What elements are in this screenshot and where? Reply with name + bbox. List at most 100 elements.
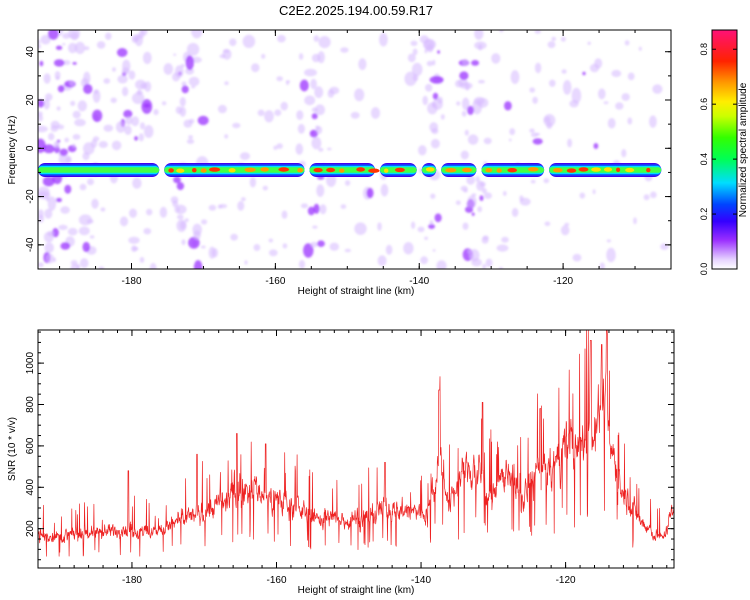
noise-blob: [606, 247, 616, 263]
noise-blob: [377, 255, 387, 267]
noise-blob: [432, 92, 439, 100]
noise-blob: [79, 258, 89, 269]
noise-blob: [262, 185, 268, 191]
noise-blob: [77, 100, 87, 112]
noise-blob: [471, 193, 477, 197]
noise-blob: [163, 63, 174, 75]
band-hotspot: [384, 168, 389, 173]
noise-blob: [125, 116, 133, 125]
noise-blob: [366, 187, 374, 199]
noise-blob: [173, 176, 181, 184]
noise-blob: [530, 132, 538, 138]
noise-blob: [115, 121, 126, 133]
noise-blob: [98, 266, 105, 269]
colorbar-ticks: 0.0 0.2 0.4 0.6 0.8: [699, 43, 737, 275]
noise-blob: [129, 208, 137, 218]
noise-blob: [474, 30, 484, 40]
noise-blob: [297, 123, 305, 134]
noise-blob: [285, 80, 291, 83]
noise-blob: [53, 141, 60, 149]
noise-blob: [425, 83, 433, 92]
snr-panel: -180 -160 -140 -120 200 400 600 800 1000 Height…: [7, 329, 675, 596]
noise-blob: [482, 263, 487, 269]
noise-blob: [462, 58, 469, 67]
band-segment: [38, 167, 160, 173]
figure-title: C2E2.2025.194.00.59.R17: [279, 3, 433, 18]
noise-blob: [59, 148, 68, 156]
noise-blob: [564, 222, 570, 227]
noise-blob: [304, 95, 316, 106]
noise-blob: [69, 80, 75, 87]
noise-blob: [411, 221, 416, 229]
x-tick-label: -120: [553, 276, 573, 287]
noise-blob: [242, 34, 256, 48]
noise-blob: [237, 201, 245, 211]
noise-blob: [143, 228, 152, 235]
noise-blob: [429, 122, 439, 133]
noise-blob: [440, 114, 445, 120]
noise-blob: [72, 134, 81, 140]
noise-blob: [509, 128, 516, 136]
noise-blob: [410, 40, 418, 46]
band-hotspot: [496, 168, 502, 173]
noise-blob: [98, 141, 108, 148]
noise-blob: [45, 197, 50, 202]
band-hotspot: [461, 167, 473, 173]
noise-blob: [55, 45, 63, 50]
noise-blob: [307, 206, 315, 216]
noise-blob: [593, 143, 599, 149]
noise-blob: [606, 239, 612, 243]
band-hotspot: [326, 167, 336, 173]
noise-blob: [429, 220, 434, 226]
noise-blob: [57, 85, 65, 93]
noise-blob: [281, 210, 288, 219]
noise-blob: [91, 198, 99, 209]
spectrogram-x-label: Height of straight line (km): [298, 286, 415, 297]
band-hotspot: [485, 168, 493, 173]
colorbar-tick-label: 0.8: [699, 43, 709, 56]
noise-blob: [268, 238, 274, 243]
noise-blob: [184, 218, 189, 223]
noise-blob: [45, 253, 55, 264]
noise-blob: [420, 256, 428, 265]
noise-blob: [188, 76, 200, 87]
noise-blob: [476, 180, 485, 191]
noise-blob: [76, 264, 81, 269]
noise-blob: [268, 249, 278, 257]
noise-blob: [529, 87, 536, 93]
noise-blob: [149, 262, 157, 269]
noise-blob: [140, 122, 145, 130]
spectrogram-y-label: Frequency (Hz): [7, 116, 18, 185]
noise-blob: [411, 62, 423, 76]
noise-blob: [89, 235, 95, 239]
noise-blob: [491, 53, 501, 64]
band-hotspot: [591, 167, 601, 172]
noise-blob: [466, 175, 476, 185]
noise-blob: [313, 203, 320, 214]
noise-blob: [358, 58, 367, 71]
noise-blob: [329, 242, 340, 251]
noise-blob: [344, 180, 351, 186]
spectrogram-frame: [37, 29, 672, 270]
noise-blob: [38, 39, 41, 45]
noise-blob: [485, 258, 493, 267]
noise-blob: [344, 248, 351, 253]
noise-blob: [418, 145, 427, 156]
spectrogram-plot-bg: [38, 30, 671, 269]
noise-blob: [501, 236, 509, 243]
x-tick-label: -140: [411, 575, 431, 586]
noise-blob: [428, 224, 435, 229]
noise-blob: [467, 134, 479, 145]
noise-blob: [296, 110, 304, 120]
noise-blob: [249, 177, 257, 188]
colorbar-gradient: [711, 29, 738, 270]
noise-blob: [429, 76, 444, 84]
noise-blob: [560, 36, 566, 42]
noise-blob: [482, 235, 489, 241]
colorbar: 0.0 0.2 0.4 0.6 0.8 Normalized spectral ampl…: [699, 29, 749, 275]
noise-blob: [579, 192, 586, 199]
noise-blob: [549, 79, 556, 87]
noise-blob: [103, 78, 111, 84]
noise-blob: [477, 97, 489, 108]
noise-blob: [340, 204, 347, 210]
